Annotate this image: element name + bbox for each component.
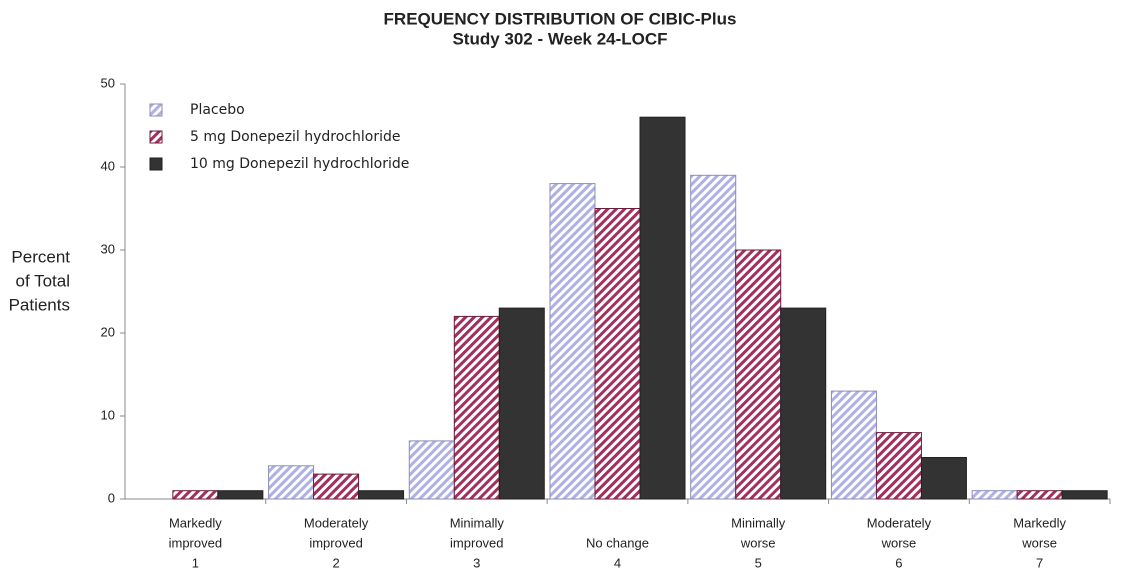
x-tick-label: improved xyxy=(450,535,503,550)
y-axis-label: of Total xyxy=(15,271,70,290)
bar xyxy=(639,116,686,500)
x-tick-label: 5 xyxy=(755,555,762,570)
x-tick-label: 1 xyxy=(192,555,199,570)
bar xyxy=(268,465,315,500)
bar xyxy=(453,315,500,500)
x-tick-label: Markedly xyxy=(169,515,222,530)
bar xyxy=(830,390,877,500)
bar xyxy=(1016,490,1063,500)
legend-label: 5 mg Donepezil hydrochloride xyxy=(190,129,400,145)
bar xyxy=(313,473,360,500)
x-tick-label: worse xyxy=(881,535,917,550)
x-tick-label: 7 xyxy=(1036,555,1043,570)
x-tick-label: Moderately xyxy=(304,515,369,530)
legend-swatch xyxy=(149,157,163,171)
y-tick-label: 10 xyxy=(101,407,115,422)
chart-title: FREQUENCY DISTRIBUTION OF CIBIC-Plus xyxy=(384,9,737,28)
y-axis-label: Patients xyxy=(9,295,70,314)
x-tick-label: worse xyxy=(1021,535,1057,550)
bar xyxy=(780,307,827,500)
legend-label: Placebo xyxy=(190,102,245,118)
bar xyxy=(358,490,405,500)
y-tick-label: 30 xyxy=(101,241,115,256)
x-tick-label: 4 xyxy=(614,555,621,570)
x-tick-label: No change xyxy=(586,535,649,550)
x-tick-label: Minimally xyxy=(450,515,505,530)
chart-title: Study 302 - Week 24-LOCF xyxy=(452,29,667,48)
x-tick-label: worse xyxy=(740,535,776,550)
x-tick-label: Minimally xyxy=(731,515,786,530)
legend-swatch xyxy=(149,103,163,117)
y-axis-label: Percent xyxy=(11,247,70,266)
x-tick-label: Markedly xyxy=(1013,515,1066,530)
y-tick-label: 20 xyxy=(101,324,115,339)
bar xyxy=(971,490,1018,500)
x-tick-label: 3 xyxy=(473,555,480,570)
bar xyxy=(735,249,782,500)
x-tick-label: 2 xyxy=(332,555,339,570)
bar xyxy=(920,457,967,500)
x-tick-label: 6 xyxy=(895,555,902,570)
bar xyxy=(549,183,596,500)
y-tick-label: 0 xyxy=(108,490,115,505)
bar xyxy=(875,432,922,500)
x-tick-label: improved xyxy=(309,535,362,550)
y-tick-label: 40 xyxy=(101,158,115,173)
x-tick-label: Moderately xyxy=(867,515,932,530)
x-tick-label: improved xyxy=(169,535,222,550)
bar xyxy=(498,307,545,500)
legend-swatch xyxy=(149,130,163,144)
bar xyxy=(690,174,737,500)
y-tick-label: 50 xyxy=(101,75,115,90)
legend-label: 10 mg Donepezil hydrochloride xyxy=(190,156,409,172)
bar xyxy=(1061,490,1108,500)
bar xyxy=(172,490,219,500)
bar xyxy=(408,440,455,500)
bar xyxy=(217,490,264,500)
bar xyxy=(594,208,641,500)
